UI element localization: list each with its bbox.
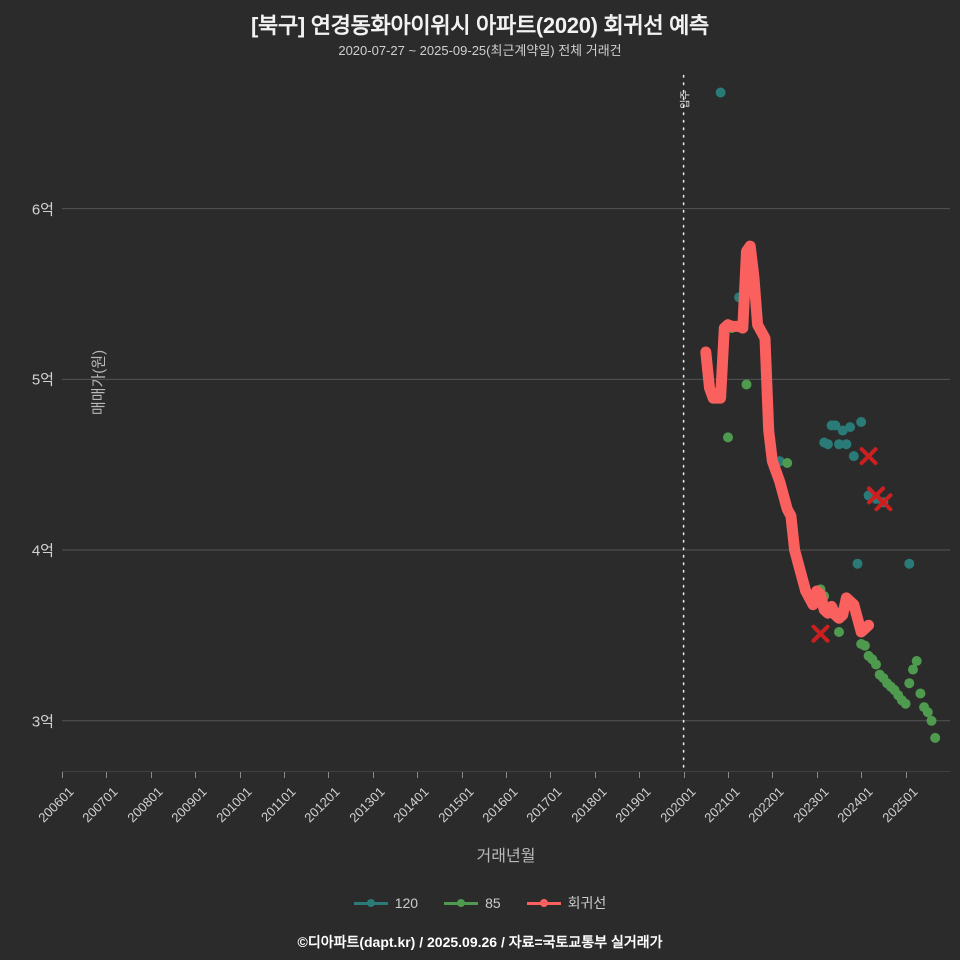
outlier-marker <box>859 447 878 466</box>
outlier-stroke <box>811 624 830 643</box>
data-point-120 <box>904 558 915 569</box>
x-tick-label: 200601 <box>35 784 77 826</box>
annotation-label-move-in-date: 입주 <box>680 90 692 109</box>
x-tick-label: 202101 <box>701 784 743 826</box>
data-point-120 <box>852 558 863 569</box>
plot-area: 매매가(원) 6억 5억 4억 3억 200601 200701 200801 200901… <box>32 72 950 865</box>
x-tick-mark <box>372 772 374 778</box>
x-tick-label: 201201 <box>301 784 343 826</box>
x-tick-label: 202201 <box>745 784 787 826</box>
x-axis-label: 거래년월 <box>476 848 536 865</box>
data-point-85 <box>922 707 933 718</box>
data-point-85 <box>930 732 941 743</box>
x-tick-label: 201401 <box>390 784 432 826</box>
x-tick-mark <box>328 772 330 778</box>
legend-swatch-icon <box>526 897 561 909</box>
x-tick-mark <box>905 772 907 778</box>
data-point-85 <box>900 698 911 709</box>
data-point-85 <box>723 432 733 443</box>
outlier-marker <box>811 624 830 643</box>
chart-subtitle: 2020-07-27 ~ 2025-09-25(최근계약일) 전체 거래건 <box>338 43 622 58</box>
legend-label: 85 <box>485 895 501 911</box>
x-tick-mark <box>62 772 63 778</box>
legend-swatch-icon <box>353 897 388 909</box>
data-point-85 <box>926 715 937 726</box>
x-tick-label: 201501 <box>434 784 477 826</box>
x-tick-label: 202401 <box>834 784 876 826</box>
x-tick-label: 200901 <box>168 784 210 826</box>
x-tick-mark <box>772 772 774 778</box>
x-tick-mark <box>594 772 596 778</box>
data-point-120 <box>845 422 856 433</box>
data-point-120 <box>822 439 833 450</box>
chart-title: [북구] 연경동화아이위시 아파트(2020) 회귀선 예측 <box>250 13 710 38</box>
data-point-85 <box>834 627 844 637</box>
data-point-85 <box>871 659 881 670</box>
data-point-85 <box>859 640 870 651</box>
x-tick-label: 201701 <box>523 784 565 826</box>
y-tick-label: 5억 <box>31 371 54 389</box>
x-tick-label: 201101 <box>258 784 299 825</box>
x-tick-label: 200701 <box>79 784 121 826</box>
data-point-120 <box>841 439 852 450</box>
legend-label: 회귀선 <box>567 895 607 911</box>
data-point-120 <box>834 439 844 450</box>
data-point-85 <box>915 688 926 699</box>
outlier-stroke <box>859 447 878 466</box>
data-point-120 <box>848 451 859 462</box>
data-point-85 <box>911 656 922 667</box>
x-tick-label: 202001 <box>656 784 699 826</box>
x-tick-label: 200801 <box>124 784 166 826</box>
outlier-stroke <box>874 493 893 512</box>
data-point-85 <box>782 457 793 468</box>
y-tick-label: 3억 <box>31 713 54 731</box>
x-tick-label: 201301 <box>346 784 388 826</box>
x-tick-mark <box>861 772 863 778</box>
x-tick-mark <box>728 772 729 778</box>
x-tick-mark <box>683 772 685 778</box>
x-tick-mark <box>106 772 108 778</box>
data-point-120 <box>830 420 841 431</box>
legend-item-85[interactable]: 85 <box>444 895 501 911</box>
outlier-marker <box>874 493 893 512</box>
x-tick-mark <box>195 772 197 778</box>
x-tick-label: 201901 <box>612 784 654 826</box>
regression-line <box>700 240 875 638</box>
x-tick-mark <box>461 772 463 778</box>
data-point-120 <box>715 87 726 98</box>
x-tick-label: 201001 <box>212 784 255 826</box>
legend-item-회귀선[interactable]: 회귀선 <box>526 893 607 913</box>
legend-label: 120 <box>394 895 419 911</box>
legend-swatch-icon <box>444 897 479 909</box>
x-tick-mark <box>816 772 818 778</box>
data-point-85 <box>908 664 918 675</box>
x-tick-mark <box>284 772 285 778</box>
x-tick-mark <box>639 772 641 778</box>
legend-item-120[interactable]: 120 <box>353 895 419 911</box>
y-tick-label: 6억 <box>31 201 54 219</box>
footer-credit: ©디아파트(dapt.kr) / 2025.09.26 / 자료=국토교통부 실… <box>297 934 663 950</box>
data-point-120 <box>856 417 867 427</box>
x-tick-mark <box>550 772 552 778</box>
plot-svg <box>62 72 950 772</box>
chart-legend: 120 85 회귀선 <box>0 893 960 913</box>
x-tick-label: 201601 <box>479 784 521 826</box>
y-tick-label: 4억 <box>31 542 54 560</box>
x-tick-label: 201801 <box>568 784 610 826</box>
x-tick-mark <box>417 772 419 778</box>
data-point-85 <box>904 678 915 689</box>
x-tick-mark <box>506 772 507 778</box>
x-tick-label: 202301 <box>790 784 832 826</box>
data-point-85 <box>741 379 752 390</box>
x-tick-label: 202501 <box>878 784 921 826</box>
y-axis-label: 매매가(원) <box>90 349 108 416</box>
x-tick-mark <box>150 772 152 778</box>
x-tick-mark <box>239 772 241 778</box>
